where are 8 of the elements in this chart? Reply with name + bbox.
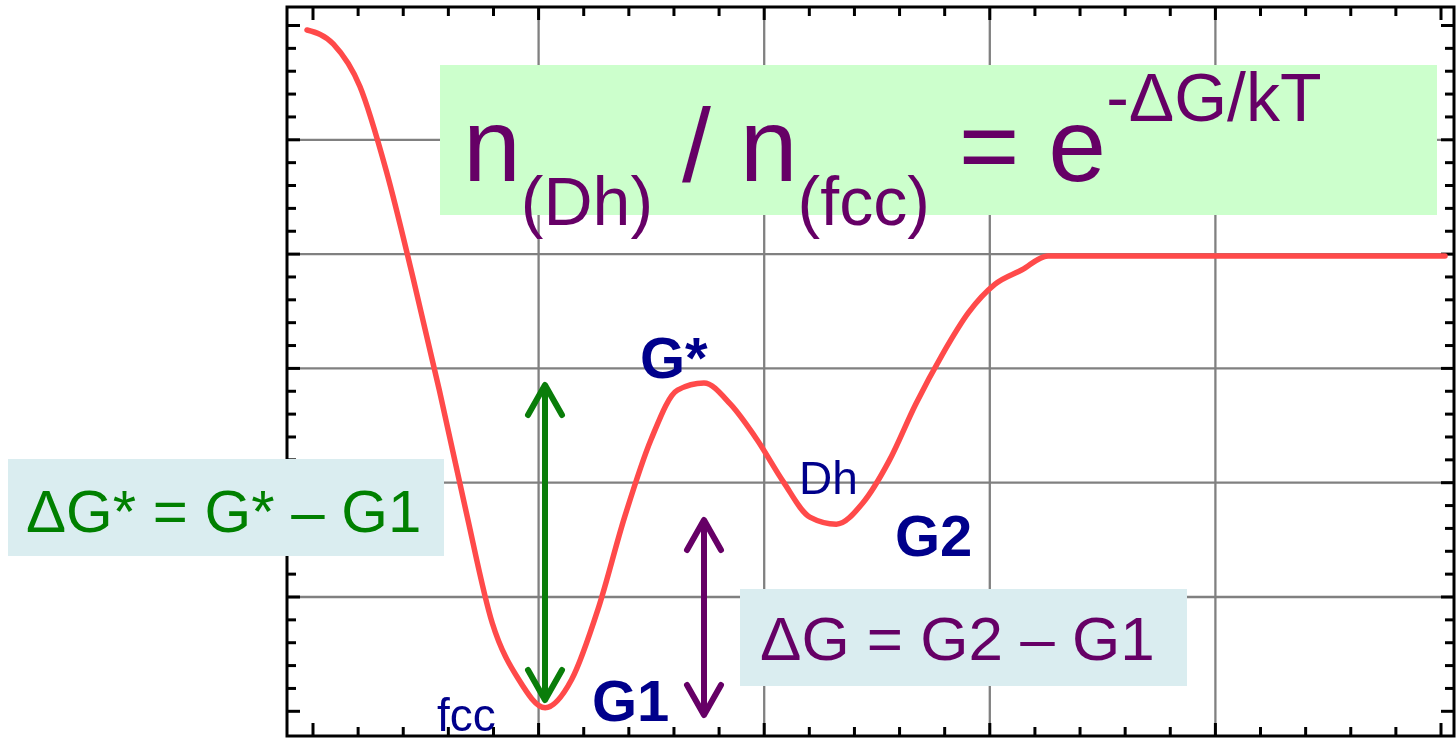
annotation: G2: [895, 503, 973, 568]
annotation: ΔG* = G* – G1: [26, 478, 422, 545]
annotation: ΔG = G2 – G1: [760, 604, 1155, 673]
annotation: Dh: [799, 452, 858, 504]
annotation: n$_{(Dh)}$ / n$_{(fcc)}$ = e$^{-ΔG/kT}$: [463, 59, 1322, 239]
annotation: G1: [592, 668, 670, 733]
annotation: G*: [640, 325, 709, 390]
annotation: fcc: [437, 689, 496, 739]
